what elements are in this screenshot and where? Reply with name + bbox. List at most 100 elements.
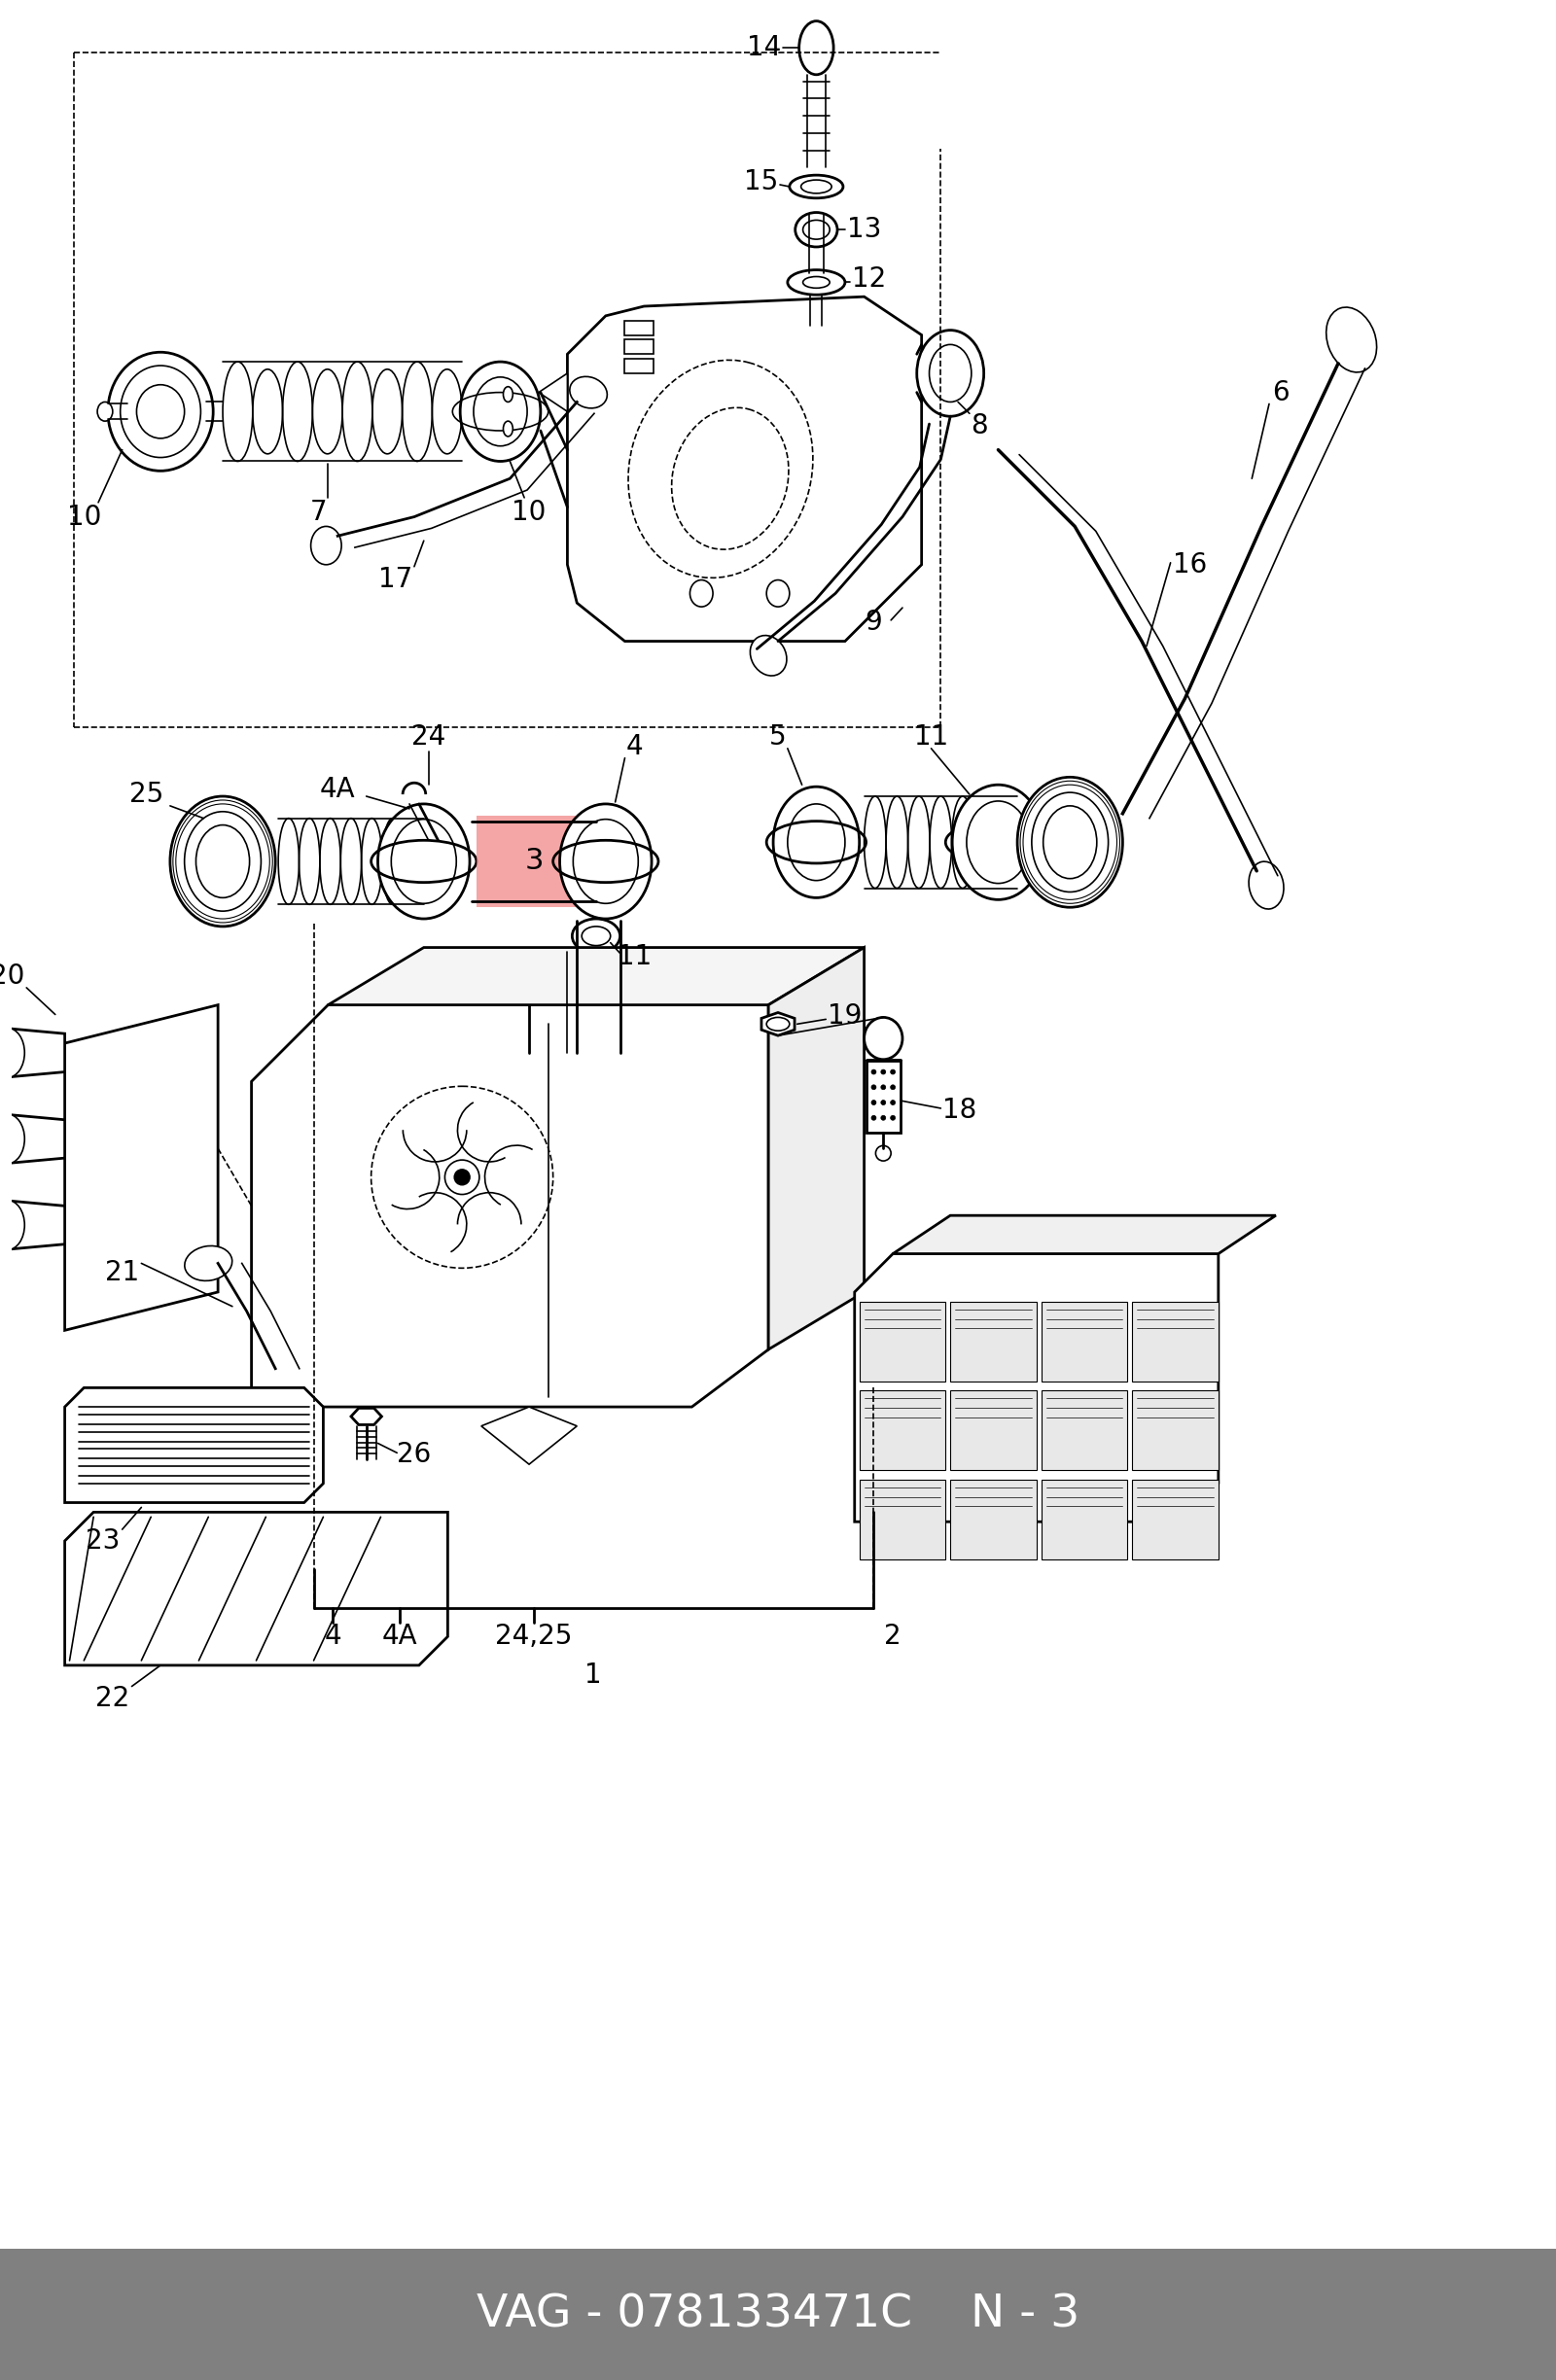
Bar xyxy=(859,1480,946,1559)
Polygon shape xyxy=(854,1254,1218,1521)
Text: 23: 23 xyxy=(86,1528,120,1554)
Polygon shape xyxy=(12,1202,65,1250)
Ellipse shape xyxy=(503,421,513,436)
Ellipse shape xyxy=(461,362,540,462)
Ellipse shape xyxy=(952,785,1044,900)
Ellipse shape xyxy=(629,359,812,578)
Ellipse shape xyxy=(803,276,829,288)
Ellipse shape xyxy=(137,386,185,438)
Ellipse shape xyxy=(787,269,845,295)
Bar xyxy=(951,1390,1036,1471)
Text: 15: 15 xyxy=(744,169,778,195)
Text: 19: 19 xyxy=(828,1002,862,1031)
Ellipse shape xyxy=(767,581,789,607)
Ellipse shape xyxy=(929,345,971,402)
Text: 25: 25 xyxy=(129,781,163,807)
Ellipse shape xyxy=(795,212,837,248)
Text: 6: 6 xyxy=(1273,378,1290,407)
Ellipse shape xyxy=(378,804,470,919)
Ellipse shape xyxy=(750,635,787,676)
Ellipse shape xyxy=(582,926,610,945)
Ellipse shape xyxy=(573,819,638,904)
Ellipse shape xyxy=(107,352,213,471)
Text: 24,25: 24,25 xyxy=(495,1623,573,1649)
Text: 9: 9 xyxy=(865,609,882,635)
Text: 14: 14 xyxy=(747,33,781,62)
Ellipse shape xyxy=(454,1169,470,1185)
Bar xyxy=(859,1390,946,1471)
Ellipse shape xyxy=(0,1028,25,1078)
Text: 17: 17 xyxy=(378,566,412,593)
Ellipse shape xyxy=(503,386,513,402)
Text: 3: 3 xyxy=(524,847,543,876)
Ellipse shape xyxy=(800,21,834,74)
Bar xyxy=(859,1302,946,1380)
Polygon shape xyxy=(65,1511,448,1666)
Bar xyxy=(951,1480,1036,1559)
Polygon shape xyxy=(769,947,864,1349)
Bar xyxy=(626,321,654,336)
Text: 4: 4 xyxy=(324,1623,341,1649)
Ellipse shape xyxy=(787,804,845,881)
Text: 16: 16 xyxy=(1173,552,1207,578)
Ellipse shape xyxy=(473,376,527,445)
Ellipse shape xyxy=(871,1116,876,1121)
Ellipse shape xyxy=(871,1069,876,1073)
Polygon shape xyxy=(252,1004,769,1407)
Ellipse shape xyxy=(445,1159,479,1195)
Bar xyxy=(1041,1390,1128,1471)
Bar xyxy=(951,1302,1036,1380)
Ellipse shape xyxy=(801,181,831,193)
Text: 13: 13 xyxy=(846,217,881,243)
Polygon shape xyxy=(65,1388,324,1502)
Ellipse shape xyxy=(881,1085,885,1090)
Ellipse shape xyxy=(773,788,859,897)
Ellipse shape xyxy=(871,1100,876,1104)
Polygon shape xyxy=(12,1028,65,1076)
Bar xyxy=(1133,1302,1218,1380)
Ellipse shape xyxy=(196,826,249,897)
Bar xyxy=(626,340,654,355)
Ellipse shape xyxy=(1326,307,1377,371)
Ellipse shape xyxy=(789,176,843,198)
Ellipse shape xyxy=(1032,793,1108,892)
Ellipse shape xyxy=(871,1085,876,1090)
Ellipse shape xyxy=(890,1100,895,1104)
Ellipse shape xyxy=(1249,862,1284,909)
Ellipse shape xyxy=(311,526,341,564)
Text: 22: 22 xyxy=(95,1685,129,1711)
Polygon shape xyxy=(761,1011,795,1035)
Ellipse shape xyxy=(890,1069,895,1073)
Ellipse shape xyxy=(573,919,619,954)
Polygon shape xyxy=(568,298,921,640)
Ellipse shape xyxy=(185,1245,232,1280)
Ellipse shape xyxy=(689,581,713,607)
Ellipse shape xyxy=(120,367,201,457)
Ellipse shape xyxy=(803,219,829,240)
Ellipse shape xyxy=(890,1085,895,1090)
Ellipse shape xyxy=(767,1016,789,1031)
Bar xyxy=(1041,1480,1128,1559)
Text: 10: 10 xyxy=(512,497,546,526)
Ellipse shape xyxy=(881,1100,885,1104)
Bar xyxy=(867,1061,901,1133)
Text: 12: 12 xyxy=(851,267,885,293)
Polygon shape xyxy=(538,374,568,412)
Text: 10: 10 xyxy=(67,502,101,531)
Text: 24: 24 xyxy=(411,724,445,750)
Ellipse shape xyxy=(916,331,983,416)
Ellipse shape xyxy=(391,819,456,904)
Polygon shape xyxy=(328,947,864,1004)
Text: 4: 4 xyxy=(626,733,643,759)
Polygon shape xyxy=(65,1004,218,1330)
Ellipse shape xyxy=(1043,807,1097,878)
Text: 18: 18 xyxy=(943,1097,977,1123)
Text: 5: 5 xyxy=(769,724,787,750)
Ellipse shape xyxy=(876,1145,892,1161)
Ellipse shape xyxy=(0,1114,25,1164)
Bar xyxy=(1133,1390,1218,1471)
Ellipse shape xyxy=(185,812,261,912)
Text: 7: 7 xyxy=(310,497,327,526)
Text: 4A: 4A xyxy=(383,1623,417,1649)
Polygon shape xyxy=(352,1409,381,1426)
